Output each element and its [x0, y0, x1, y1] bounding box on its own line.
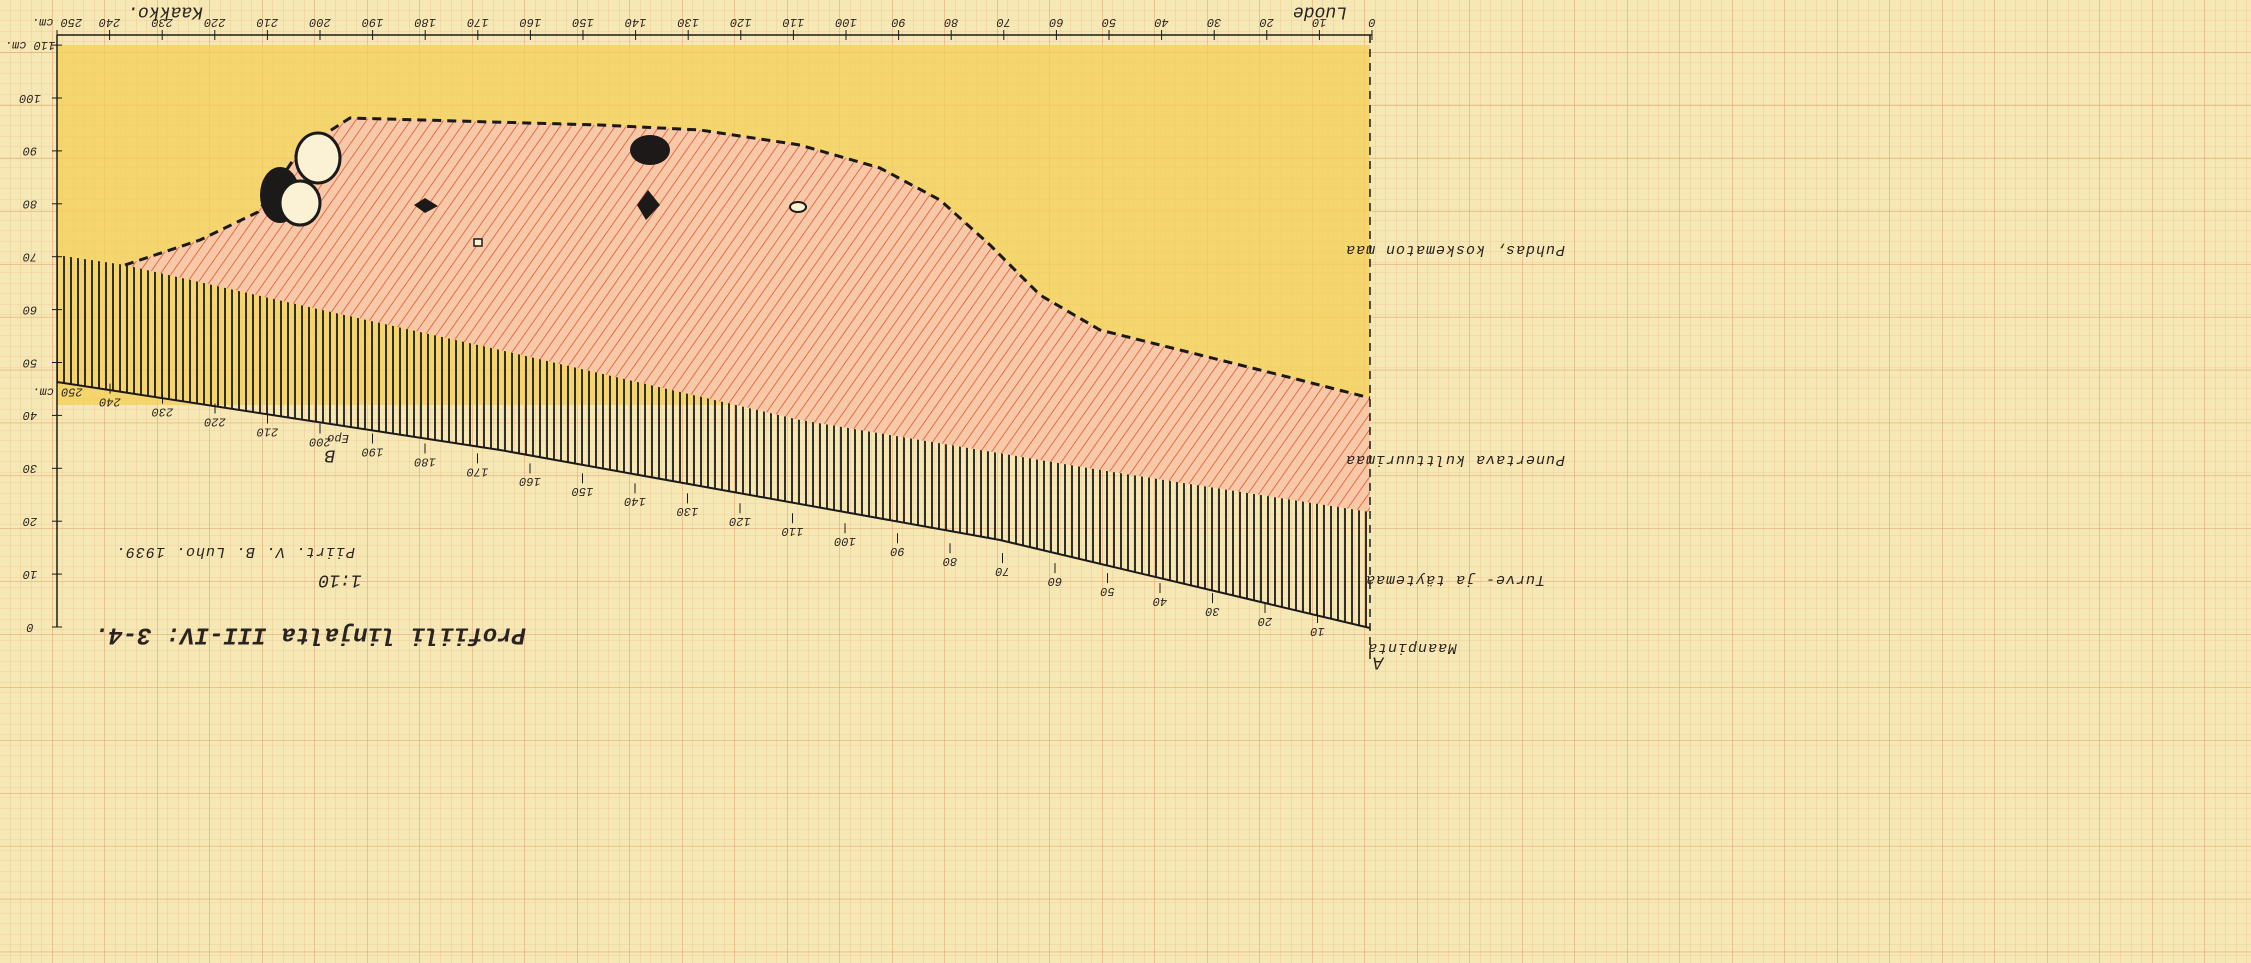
top-tick-label: 200	[309, 15, 331, 29]
top-tick-label: 10	[1312, 15, 1326, 29]
surface-tick-label: 60	[1048, 574, 1062, 588]
top-tick-label: 180	[414, 15, 436, 29]
depth-tick-label: 40	[23, 408, 37, 422]
top-tick-label: 50	[1102, 15, 1116, 29]
depth-tick-label: 60	[23, 302, 37, 316]
peat-layer	[57, 255, 1370, 628]
surface-tick-label: 190	[362, 444, 384, 458]
top-tick-label: 80	[944, 15, 958, 29]
top-tick-label: 170	[467, 15, 489, 29]
top-tick-label: 30	[1207, 15, 1221, 29]
surface-tick-label: 200	[309, 434, 331, 448]
culture-layer	[125, 118, 1370, 512]
stone	[637, 190, 660, 220]
top-tick-label: 0	[1368, 15, 1375, 29]
top-tick-label: 130	[677, 15, 699, 29]
stone	[630, 135, 670, 165]
top-tick-label: 140	[625, 15, 647, 29]
top-tick-label: 250 cm.	[32, 15, 82, 29]
surface-tick-label: 70	[995, 564, 1009, 578]
header-left: Luode	[1293, 1, 1347, 21]
marker: A	[1373, 651, 1385, 671]
surface-line	[56, 381, 1371, 629]
depth-tick-label: 10	[23, 567, 37, 581]
depth-tick-label: 70	[23, 250, 37, 264]
surface-tick-label: 120	[729, 514, 751, 528]
top-tick-label: 110	[783, 15, 805, 29]
stone	[294, 131, 342, 185]
surface-tick-label: 10	[1310, 624, 1324, 638]
surface-tick-label: 180	[414, 454, 436, 468]
stone	[278, 179, 322, 227]
depth-tick-label: 110 cm.	[5, 38, 55, 52]
top-tick-label: 190	[362, 15, 384, 29]
top-tick-label: 150	[572, 15, 594, 29]
surface-tick-label: 220	[204, 414, 226, 428]
depth-tick-label: 30	[23, 461, 37, 475]
top-tick-label: 20	[1260, 15, 1274, 29]
surface-tick-label: 110	[782, 524, 804, 538]
depth-tick-label: 50	[23, 355, 37, 369]
stones	[260, 131, 807, 247]
top-tick-label: 100	[835, 15, 857, 29]
surface-tick-label: 80	[943, 554, 957, 568]
depth-tick-label: 0	[26, 620, 33, 634]
stone	[414, 198, 438, 213]
surface-tick-label: 30	[1205, 604, 1219, 618]
top-tick-label: 240	[99, 15, 121, 29]
marker: Maanpinta	[1367, 639, 1457, 656]
surface-tick-label: 50	[1100, 584, 1114, 598]
caption-title: Profiili linjalta III-IV: 3-4.	[94, 621, 526, 648]
depth-tick-label: 20	[23, 514, 37, 528]
surface-tick-label: 230	[152, 404, 174, 418]
top-tick-label: 230	[151, 15, 173, 29]
depth-tick-label: 100	[19, 91, 41, 105]
top-tick-label: 120	[730, 15, 752, 29]
surface-tick-label: 210	[257, 424, 279, 438]
surface-tick-label: 170	[467, 464, 489, 478]
top-tick-label: 210	[257, 15, 279, 29]
top-tick-label: 70	[997, 15, 1011, 29]
layer-label: Puhdas, koskematon maa	[1345, 241, 1565, 258]
surface-tick-label: 240	[99, 394, 121, 408]
top-tick-label: 90	[891, 15, 905, 29]
surface-tick-label: 20	[1258, 614, 1272, 628]
top-tick-label: 220	[204, 15, 226, 29]
layer-label: Turve- ja täytemaa	[1365, 571, 1545, 588]
top-tick-label: 40	[1154, 15, 1168, 29]
depth-tick-label: 80	[23, 197, 37, 211]
surface-tick-label: 40	[1153, 594, 1167, 608]
marker: Epo	[327, 431, 349, 445]
surface-tick-label: 130	[677, 504, 699, 518]
caption-author: Piirt. V. B. Luho. 1939.	[115, 543, 355, 560]
surface-tick-label: 160	[519, 474, 541, 488]
header-right: Kaakko.	[127, 1, 203, 21]
top-tick-label: 160	[520, 15, 542, 29]
depth-tick-label: 90	[23, 144, 37, 158]
marker: B	[324, 444, 335, 464]
surface-tick-label: 100	[834, 534, 856, 548]
surface-tick-label: 90	[890, 544, 904, 558]
surface-tick-label: 150	[572, 484, 594, 498]
surface-tick-label: 250 cm.	[32, 384, 82, 398]
caption-scale: 1:10	[318, 569, 361, 589]
top-tick-label: 60	[1049, 15, 1063, 29]
stone	[473, 238, 483, 247]
layer-label: Punertava kulttuurimaa	[1345, 451, 1565, 468]
stone	[789, 201, 807, 213]
surface-tick-label: 140	[624, 494, 646, 508]
